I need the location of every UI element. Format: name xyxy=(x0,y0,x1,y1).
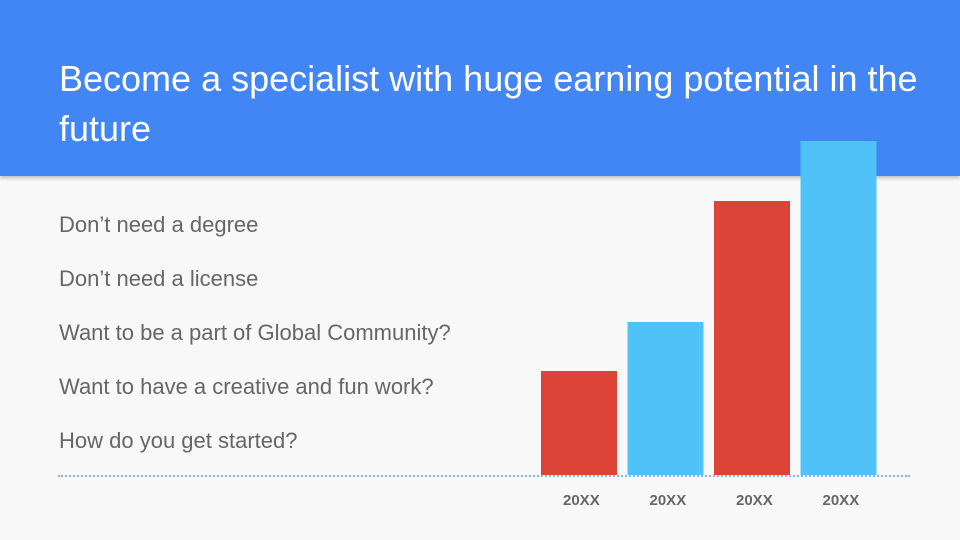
chart-baseline xyxy=(58,475,910,477)
x-tick-label: 20XX xyxy=(563,492,600,509)
bar-1 xyxy=(541,371,617,475)
x-tick-label: 20XX xyxy=(736,492,773,509)
bar-4 xyxy=(800,141,877,475)
bullet-item: Want to have a creative and fun work? xyxy=(59,374,434,399)
title-banner xyxy=(0,0,960,176)
bullet-item: How do you get started? xyxy=(59,428,298,453)
slide-title: Become a specialist with huge earning po… xyxy=(59,58,918,149)
bullet-list: Don’t need a degree Don’t need a license… xyxy=(59,210,451,480)
x-tick-label: 20XX xyxy=(823,492,860,509)
bar-2 xyxy=(627,322,704,475)
bullet-item: Don’t need a license xyxy=(59,266,259,291)
bullet-item: Want to be a part of Global Community? xyxy=(59,320,451,345)
bullet-item: Don’t need a degree xyxy=(59,212,259,237)
x-tick-label: 20XX xyxy=(650,492,687,509)
bar-3 xyxy=(714,201,790,475)
